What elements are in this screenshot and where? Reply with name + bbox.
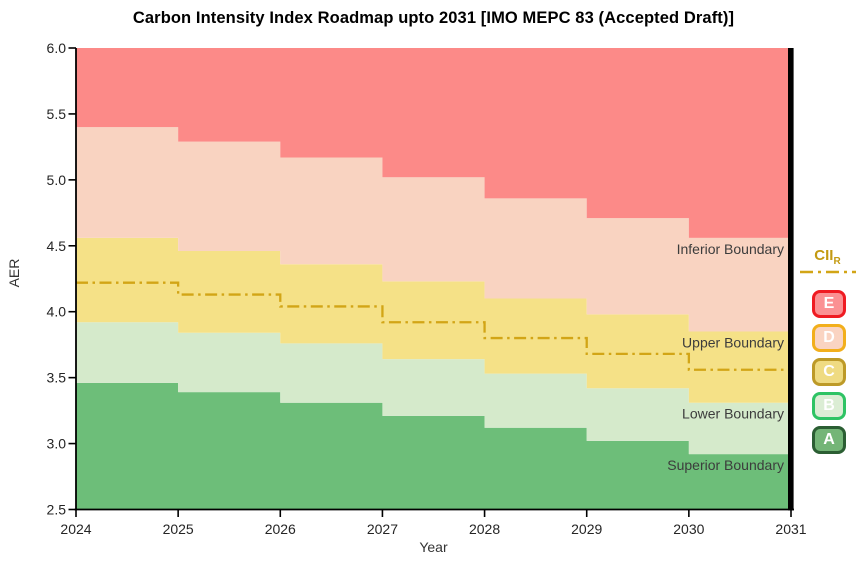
x-tick-label-2024: 2024 — [60, 521, 91, 537]
x-tick-label-2025: 2025 — [163, 521, 194, 537]
legend-dashdot-line-sample — [800, 270, 856, 274]
band-rating-e — [76, 48, 791, 238]
legend-chip-d: D — [812, 324, 846, 352]
legend-chip-c: C — [812, 358, 846, 386]
x-tick-label-2027: 2027 — [367, 521, 398, 537]
y-axis-label: AER — [6, 258, 22, 288]
x-tick-label-2029: 2029 — [571, 521, 602, 537]
cii-reference-line — [76, 281, 791, 371]
x-tick-label-2031: 2031 — [775, 521, 806, 537]
x-tick-label-2026: 2026 — [265, 521, 296, 537]
boundary-label-upper-boundary: Upper Boundary — [682, 334, 784, 350]
y-tick-label-5-0: 5.0 — [47, 172, 67, 188]
chart-title: Carbon Intensity Index Roadmap upto 2031… — [132, 9, 735, 27]
legend-chip-e: E — [812, 290, 846, 318]
y-tick-label-3-0: 3.0 — [47, 436, 67, 452]
legend-cii-text: CII — [814, 247, 834, 264]
band-rating-c — [76, 237, 791, 403]
legend-cii-title: CIIR — [799, 247, 856, 267]
legend-cii-subscript: R — [833, 256, 841, 267]
band-rating-a — [76, 382, 791, 510]
y-tick-label-4-0: 4.0 — [47, 304, 67, 320]
band-rating-b — [76, 322, 791, 455]
y-tick-label-5-5: 5.5 — [47, 106, 67, 122]
band-rating-d — [76, 127, 791, 332]
y-tick-label-4-5: 4.5 — [47, 238, 67, 254]
legend-chip-a: A — [812, 426, 846, 454]
x-tick-label-2030: 2030 — [673, 521, 704, 537]
x-axis-label: Year — [419, 539, 448, 555]
y-tick-label-6-0: 6.0 — [47, 40, 67, 56]
y-tick-label-2-5: 2.5 — [47, 502, 67, 518]
boundary-label-lower-boundary: Lower Boundary — [682, 406, 784, 422]
y-tick-label-3-5: 3.5 — [47, 370, 67, 386]
legend-chip-b: B — [812, 392, 846, 420]
x-tick-label-2028: 2028 — [469, 521, 500, 537]
boundary-label-superior-boundary: Superior Boundary — [667, 457, 784, 473]
right-axis-thick-spine — [788, 48, 794, 511]
boundary-label-inferior-boundary: Inferior Boundary — [677, 241, 784, 257]
